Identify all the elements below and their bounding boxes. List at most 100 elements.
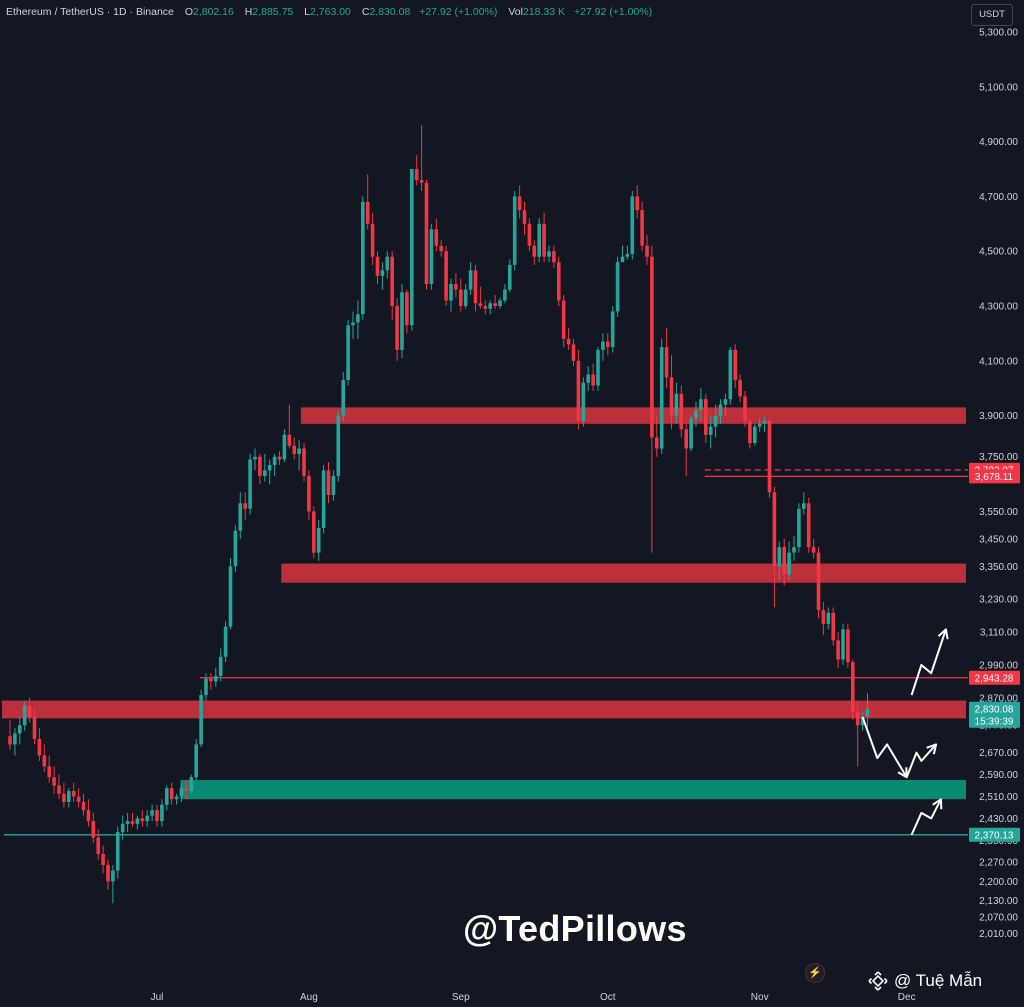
candle-body[interactable] [160,804,164,822]
candle-body[interactable] [106,864,110,882]
candle-body[interactable] [395,306,399,350]
candle-body[interactable] [762,421,767,424]
candle-body[interactable] [116,832,120,871]
candle-body[interactable] [165,788,169,805]
candle-body[interactable] [576,360,581,422]
candle-body[interactable] [365,201,370,224]
candle-body[interactable] [155,810,159,822]
candle-body[interactable] [81,801,86,811]
resistance-zone[interactable] [300,407,966,424]
candle-body[interactable] [282,434,287,460]
candle-body[interactable] [532,245,537,257]
candle-body[interactable] [238,503,243,531]
candle-body[interactable] [802,503,806,509]
candle-body[interactable] [508,264,512,290]
candle-body[interactable] [512,196,517,265]
candle-body[interactable] [777,547,782,567]
candle-body[interactable] [120,823,125,833]
candle-body[interactable] [865,708,870,717]
candle-body[interactable] [228,566,233,627]
projection-path[interactable] [910,798,942,836]
candle-body[interactable] [439,245,443,252]
candle-body[interactable] [62,793,66,802]
candle-body[interactable] [620,256,625,263]
candle-body[interactable] [473,270,478,304]
candle-body[interactable] [316,527,321,553]
candle-body[interactable] [91,821,96,838]
candle-body[interactable] [488,303,492,309]
candle-body[interactable] [258,456,262,476]
candle-body[interactable] [204,678,208,696]
candle-body[interactable] [601,341,605,350]
candle-body[interactable] [718,404,723,416]
candle-body[interactable] [640,210,644,246]
candle-body[interactable] [723,399,728,405]
candle-body[interactable] [414,169,419,180]
candle-body[interactable] [806,503,811,548]
candle-body[interactable] [841,629,845,660]
candle-body[interactable] [782,547,786,575]
candle-body[interactable] [410,169,414,326]
candle-body[interactable] [757,423,762,427]
candle-body[interactable] [125,821,130,824]
candle-body[interactable] [57,785,61,794]
candle-body[interactable] [478,303,483,307]
projection-path[interactable] [861,716,908,778]
candle-body[interactable] [615,262,620,312]
candle-body[interactable] [174,796,179,800]
projection-path[interactable] [910,629,947,696]
candle-body[interactable] [341,379,345,416]
candle-body[interactable] [694,410,698,419]
candle-body[interactable] [150,810,154,816]
candle-body[interactable] [792,547,796,553]
candle-body[interactable] [18,725,22,734]
candle-body[interactable] [655,437,659,449]
resistance-zone[interactable] [281,563,966,583]
candle-body[interactable] [468,270,473,290]
candle-body[interactable] [321,470,326,528]
candle-body[interactable] [542,223,546,257]
candle-body[interactable] [606,341,610,348]
candle-body[interactable] [728,349,733,400]
candle-body[interactable] [498,300,502,307]
candle-body[interactable] [625,253,630,257]
candle-body[interactable] [287,434,292,446]
candle-body[interactable] [429,229,434,285]
candle-body[interactable] [130,821,135,824]
candle-body[interactable] [811,547,816,553]
candle-body[interactable] [86,810,91,822]
candle-body[interactable] [199,695,203,745]
candle-body[interactable] [557,262,561,301]
candle-body[interactable] [424,182,429,285]
candle-body[interactable] [674,393,679,416]
candle-body[interactable] [753,426,757,444]
candle-body[interactable] [76,796,81,802]
candle-body[interactable] [96,837,100,855]
candle-body[interactable] [713,415,718,427]
candle-body[interactable] [361,201,365,315]
candle-body[interactable] [748,421,752,444]
candle-body[interactable] [689,418,693,449]
candle-body[interactable] [787,552,791,575]
candle-body[interactable] [331,475,336,496]
candle-body[interactable] [733,349,737,380]
candle-body[interactable] [380,270,385,276]
candle-body[interactable] [336,415,341,476]
candle-body[interactable] [503,289,507,301]
candle-body[interactable] [831,612,835,641]
candle-body[interactable] [419,179,424,183]
candle-body[interactable] [449,284,453,301]
candle-body[interactable] [223,626,228,657]
candle-body[interactable] [846,629,850,663]
candle-body[interactable] [537,223,541,257]
candle-body[interactable] [71,790,76,797]
candle-body[interactable] [292,445,296,454]
candle-body[interactable] [586,374,590,383]
candle-body[interactable] [630,196,635,254]
candle-body[interactable] [13,733,17,745]
candle-body[interactable] [659,347,664,449]
candle-body[interactable] [860,717,865,726]
candle-body[interactable] [307,475,311,512]
candle-body[interactable] [547,251,551,257]
